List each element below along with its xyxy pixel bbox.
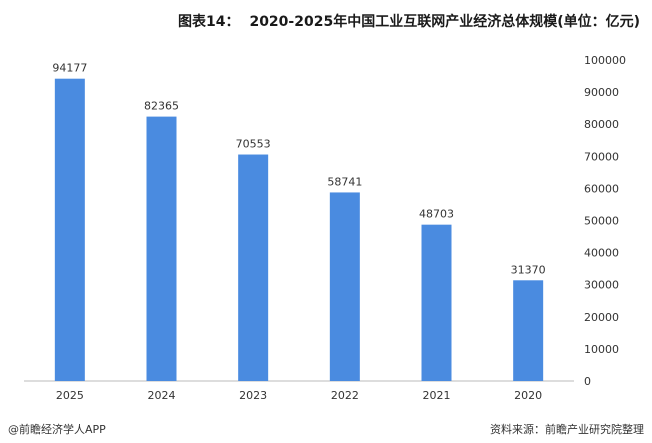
y-tick-label: 80000 bbox=[584, 118, 619, 131]
data-label: 70553 bbox=[236, 138, 271, 151]
figure-label: 图表14： bbox=[177, 14, 240, 30]
bar bbox=[513, 280, 544, 381]
bar bbox=[421, 224, 452, 381]
y-tick-label: 20000 bbox=[584, 311, 619, 324]
x-tick-label: 2022 bbox=[331, 389, 359, 402]
footer: @前瞻经济学人APP 资料来源：前瞻产业研究院整理 bbox=[8, 421, 644, 437]
x-tick-label: 2024 bbox=[148, 389, 176, 402]
data-label: 58741 bbox=[327, 175, 362, 188]
chart-title: 图表14： 2020-2025年中国工业互联网产业经济总体规模(单位：亿元) bbox=[52, 8, 640, 34]
x-tick-label: 2025 bbox=[56, 389, 84, 402]
bar bbox=[54, 78, 85, 381]
bar bbox=[146, 116, 177, 382]
source-note: 资料来源：前瞻产业研究院整理 bbox=[490, 423, 644, 436]
title-text: 2020-2025年中国工业互联网产业经济总体规模(单位：亿元) bbox=[249, 14, 640, 30]
y-tick-label: 40000 bbox=[584, 247, 619, 260]
y-tick-label: 0 bbox=[584, 375, 591, 388]
y-tick-label: 60000 bbox=[584, 182, 619, 195]
data-label: 82365 bbox=[144, 100, 179, 113]
bar bbox=[329, 192, 360, 381]
y-tick-label: 50000 bbox=[584, 215, 619, 228]
data-label: 31370 bbox=[511, 263, 546, 276]
x-tick-label: 2021 bbox=[423, 389, 451, 402]
y-tick-label: 100000 bbox=[584, 54, 626, 67]
x-tick-label: 2020 bbox=[514, 389, 542, 402]
brand-note: @前瞻经济学人APP bbox=[8, 423, 106, 436]
x-tick-label: 2023 bbox=[239, 389, 267, 402]
data-label: 48703 bbox=[419, 208, 454, 221]
data-label: 94177 bbox=[52, 62, 87, 75]
y-tick-label: 70000 bbox=[584, 150, 619, 163]
y-tick-label: 10000 bbox=[584, 343, 619, 356]
y-tick-label: 90000 bbox=[584, 86, 619, 99]
bar bbox=[238, 154, 269, 381]
y-tick-label: 30000 bbox=[584, 279, 619, 292]
